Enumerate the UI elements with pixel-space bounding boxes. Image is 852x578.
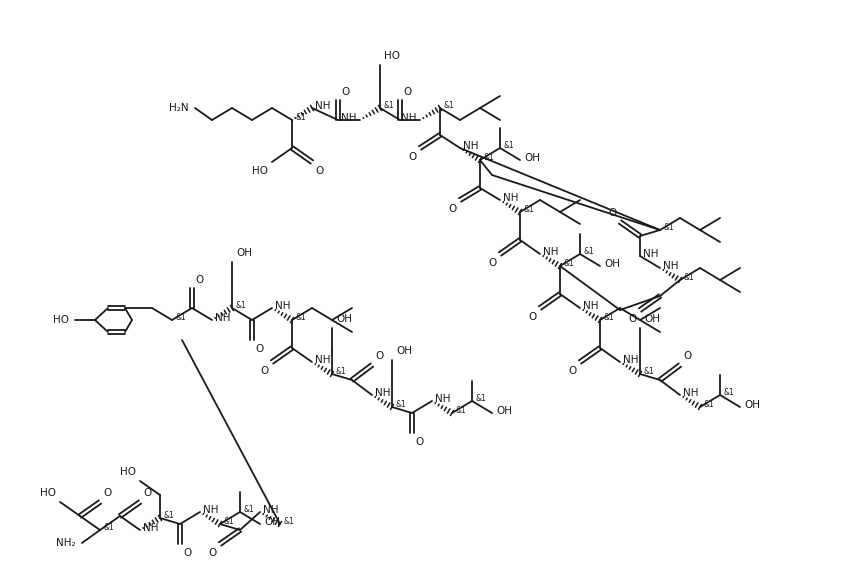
Text: &1: &1 xyxy=(224,517,234,526)
Text: &1: &1 xyxy=(643,367,654,376)
Text: O: O xyxy=(195,275,203,285)
Text: OH: OH xyxy=(523,153,539,163)
Text: HO: HO xyxy=(251,166,268,176)
Text: O: O xyxy=(415,437,423,447)
Text: O: O xyxy=(341,87,348,97)
Text: HO: HO xyxy=(383,51,400,61)
Text: HO: HO xyxy=(53,315,69,325)
Text: NH: NH xyxy=(314,355,330,365)
Text: O: O xyxy=(255,344,263,354)
Text: &1: &1 xyxy=(504,141,514,150)
Text: OH: OH xyxy=(336,314,352,324)
Text: &1: &1 xyxy=(296,313,307,322)
Text: O: O xyxy=(528,312,537,322)
Text: O: O xyxy=(375,351,383,361)
Text: &1: &1 xyxy=(683,273,694,282)
Text: NH: NH xyxy=(682,388,698,398)
Text: H₂N: H₂N xyxy=(170,103,189,113)
Text: &1: &1 xyxy=(563,259,574,268)
Text: &1: &1 xyxy=(523,205,534,214)
Text: &1: &1 xyxy=(296,113,307,122)
Text: &1: &1 xyxy=(444,101,454,110)
Text: O: O xyxy=(448,204,457,214)
Text: OH: OH xyxy=(395,346,412,356)
Text: &1: &1 xyxy=(164,511,175,520)
Text: &1: &1 xyxy=(703,400,714,409)
Text: O: O xyxy=(568,366,576,376)
Text: NH: NH xyxy=(375,388,390,398)
Text: NH: NH xyxy=(143,523,158,533)
Text: NH₂: NH₂ xyxy=(56,538,76,548)
Text: O: O xyxy=(608,208,616,218)
Text: NH: NH xyxy=(262,505,278,515)
Text: &1: &1 xyxy=(663,223,674,232)
Text: NH: NH xyxy=(622,355,638,365)
Text: OH: OH xyxy=(495,406,511,416)
Text: NH: NH xyxy=(662,261,677,271)
Text: OH: OH xyxy=(643,314,659,324)
Text: &1: &1 xyxy=(383,101,394,110)
Text: O: O xyxy=(143,488,151,498)
Text: &1: &1 xyxy=(584,247,594,256)
Text: &1: &1 xyxy=(176,313,187,322)
Text: NH: NH xyxy=(401,113,417,123)
Text: NH: NH xyxy=(463,141,478,151)
Text: O: O xyxy=(261,366,268,376)
Text: &1: &1 xyxy=(603,313,614,322)
Text: NH: NH xyxy=(642,249,658,259)
Text: O: O xyxy=(402,87,411,97)
Text: NH: NH xyxy=(341,113,357,123)
Text: O: O xyxy=(682,351,690,361)
Text: &1: &1 xyxy=(236,301,246,310)
Text: O: O xyxy=(628,314,636,324)
Text: NH: NH xyxy=(435,394,450,404)
Text: O: O xyxy=(488,258,497,268)
Text: &1: &1 xyxy=(475,394,486,403)
Text: OH: OH xyxy=(603,259,619,269)
Text: &1: &1 xyxy=(483,153,494,162)
Text: NH: NH xyxy=(203,505,218,515)
Text: NH: NH xyxy=(582,301,598,311)
Text: NH: NH xyxy=(503,193,518,203)
Text: &1: &1 xyxy=(456,406,466,415)
Text: NH: NH xyxy=(274,301,291,311)
Text: O: O xyxy=(408,152,417,162)
Text: HO: HO xyxy=(40,488,56,498)
Text: OH: OH xyxy=(743,400,759,410)
Text: &1: &1 xyxy=(723,388,734,397)
Text: &1: &1 xyxy=(284,517,295,526)
Text: O: O xyxy=(209,548,216,558)
Text: NH: NH xyxy=(543,247,558,257)
Text: &1: &1 xyxy=(104,523,115,532)
Text: &1: &1 xyxy=(336,367,347,376)
Text: HO: HO xyxy=(120,467,135,477)
Text: NH: NH xyxy=(314,101,330,111)
Text: O: O xyxy=(314,166,323,176)
Text: &1: &1 xyxy=(244,505,255,514)
Text: NH: NH xyxy=(215,313,230,323)
Text: O: O xyxy=(103,488,111,498)
Text: OH: OH xyxy=(236,248,251,258)
Text: O: O xyxy=(183,548,191,558)
Text: &1: &1 xyxy=(395,400,406,409)
Text: OH: OH xyxy=(263,517,279,527)
